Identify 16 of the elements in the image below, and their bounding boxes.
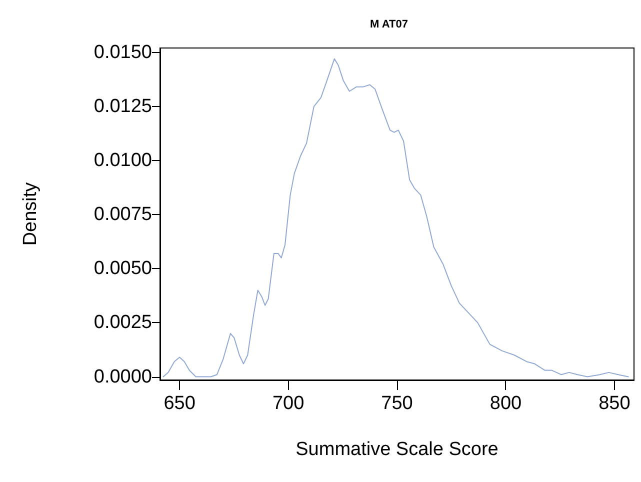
y-tick-label: 0.0150 (94, 42, 152, 63)
x-axis-title: Summative Scale Score (296, 439, 498, 460)
y-tick-label: 0.0050 (94, 258, 152, 280)
x-tick-label: 750 (381, 393, 413, 414)
chart-title: M AT07 (370, 18, 408, 30)
x-tick-label: 700 (272, 393, 304, 414)
x-tick-label: 650 (164, 393, 196, 414)
y-tick-label: 0.0100 (94, 150, 152, 171)
y-axis-title: Density (20, 182, 41, 246)
x-tick-label: 800 (490, 393, 522, 414)
x-tick-label: 850 (598, 393, 630, 414)
y-tick-label: 0.0000 (94, 366, 152, 388)
y-tick-label: 0.0075 (94, 204, 152, 226)
y-tick-label: 0.0125 (94, 96, 152, 117)
line-series (162, 58, 629, 378)
y-tick-label: 0.0025 (94, 312, 152, 334)
